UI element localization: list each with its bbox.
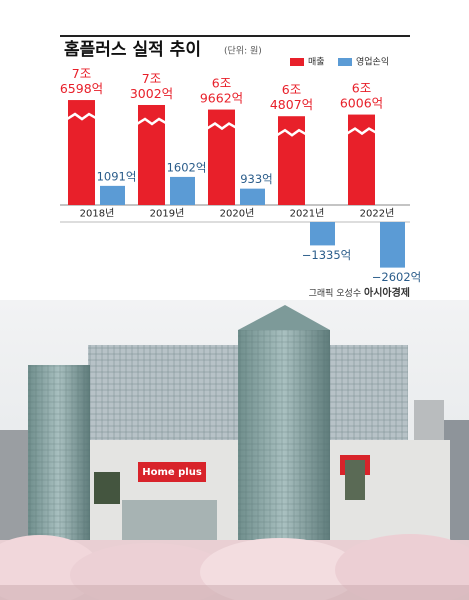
value-label-line: 6조	[282, 82, 301, 97]
bar	[278, 116, 305, 205]
value-label: 6조 9662억	[200, 75, 243, 105]
value-label: 7조 3002억	[130, 70, 173, 100]
x-tick-label: 2019년	[150, 208, 185, 220]
bar	[170, 176, 195, 205]
x-tick-label: 2022년	[360, 208, 395, 220]
value-label: 933억	[240, 172, 273, 186]
bar-break	[206, 122, 237, 131]
x-tick-label: 2020년	[220, 208, 255, 220]
value-label: 1091억	[97, 169, 137, 183]
legend-swatch	[338, 58, 352, 66]
chart-title: 홈플러스 실적 추이	[64, 39, 201, 60]
store-sign: Home plus	[142, 467, 202, 478]
value-label-line: 7조	[72, 66, 91, 81]
credit: 그래픽 오성수 아시아경제	[309, 286, 410, 299]
bar	[348, 114, 375, 205]
value-label: 6조 4807억	[270, 82, 313, 112]
x-tick-label: 2021년	[290, 208, 325, 220]
value-label: −1335억	[302, 248, 351, 262]
value-label-line: 3002억	[130, 85, 173, 100]
bar	[310, 222, 335, 246]
credit-brand: 아시아경제	[364, 286, 410, 299]
value-label: −2602억	[372, 270, 421, 284]
value-label: 7조 6598억	[60, 66, 103, 96]
x-tick-label: 2018년	[80, 208, 115, 220]
bar-break	[136, 117, 167, 126]
value-label-line: 6006억	[340, 95, 383, 110]
bar	[380, 222, 405, 268]
value-label-line: 4807억	[270, 97, 313, 112]
legend-label: 영업손익	[356, 56, 389, 68]
value-label-line: 6조	[352, 80, 371, 95]
credit-text: 그래픽 오성수	[309, 288, 362, 299]
value-label-line: 6598억	[60, 81, 103, 96]
value-label-line: 9662억	[200, 90, 243, 105]
value-label-line: 6조	[212, 75, 231, 90]
bar-break	[66, 112, 97, 121]
bar-break	[276, 128, 307, 137]
chart-subtitle: (단위: 원)	[224, 46, 262, 57]
bar	[100, 185, 125, 205]
value-label: 6조 6006억	[340, 80, 383, 110]
bar	[240, 188, 265, 205]
legend-label: 매출	[308, 57, 325, 68]
bar-break	[346, 127, 377, 136]
value-label-line: 7조	[142, 70, 161, 85]
legend-swatch	[290, 58, 304, 66]
photo: Home plus	[0, 300, 469, 600]
value-label: 1602억	[167, 160, 207, 174]
